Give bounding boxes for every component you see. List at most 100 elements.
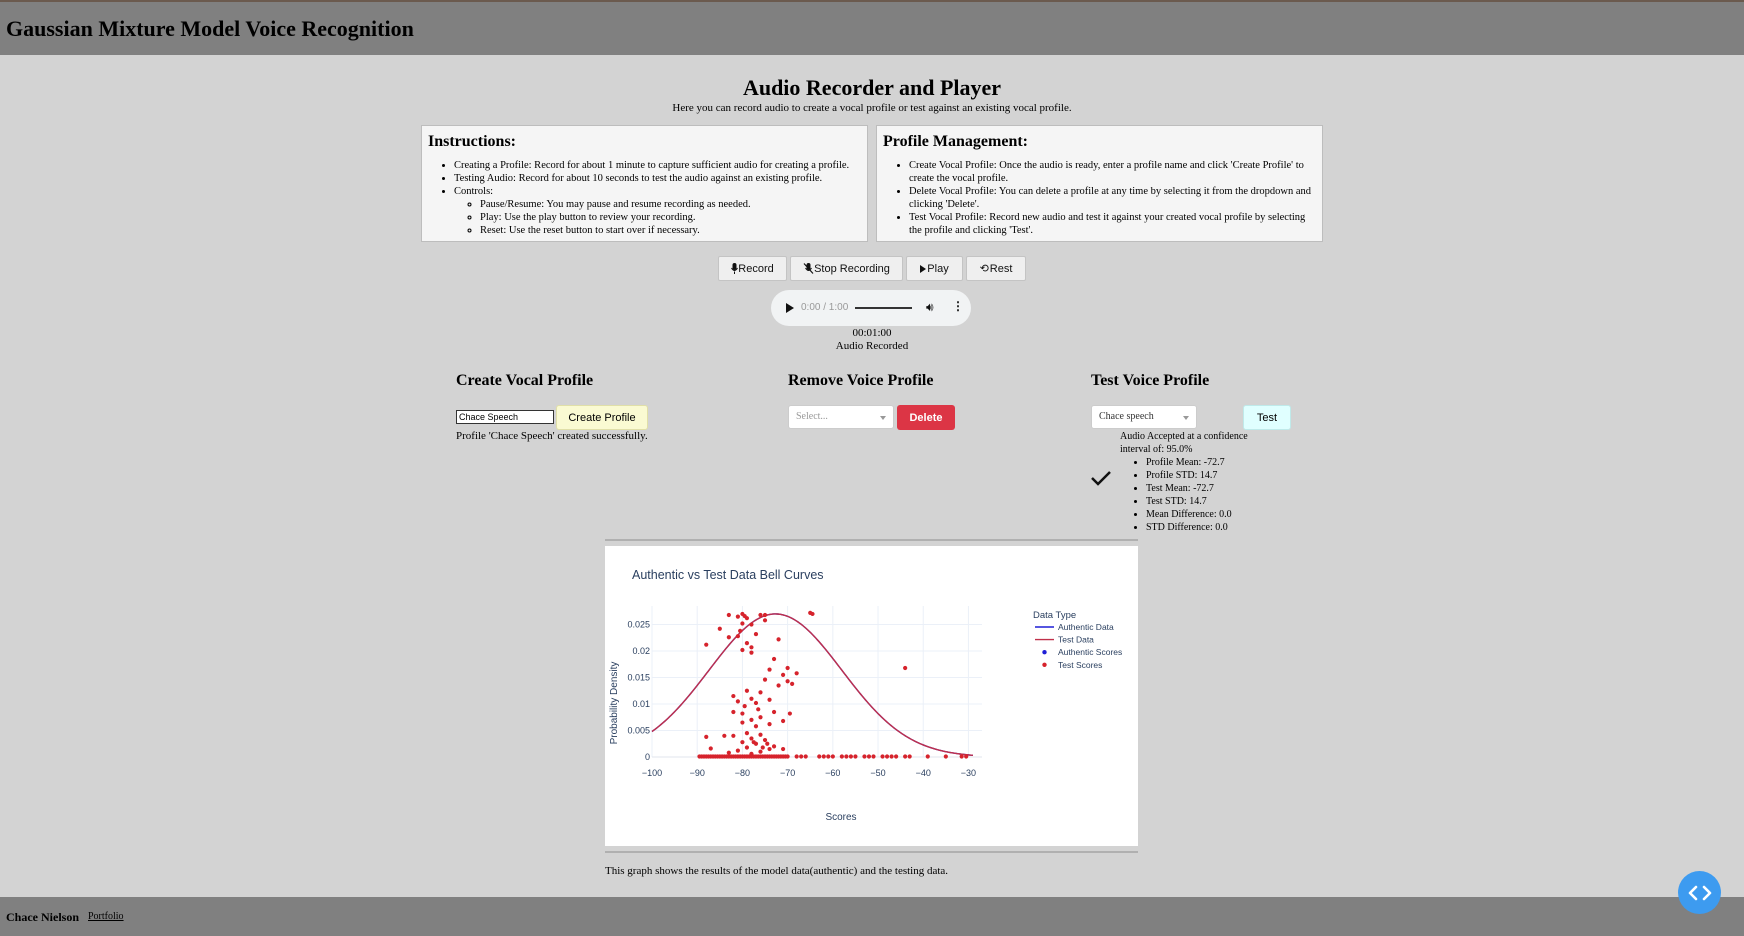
- test-score-point: [758, 715, 763, 720]
- test-score-point: [925, 754, 930, 759]
- controls-sublist: Pause/Resume: You may pause and resume r…: [454, 198, 861, 237]
- record-button[interactable]: Record: [718, 256, 787, 281]
- test-score-point: [785, 665, 790, 671]
- test-score-point: [735, 634, 740, 639]
- test-score-point: [704, 642, 709, 647]
- stop-recording-label: Stop Recording: [814, 262, 890, 275]
- test-score-point: [749, 751, 754, 756]
- test-score-point: [731, 709, 736, 715]
- test-score-point: [740, 720, 745, 725]
- audio-play-icon[interactable]: [786, 303, 794, 313]
- test-score-point: [749, 717, 754, 723]
- test-score-point: [794, 754, 799, 759]
- test-score-point: [767, 697, 772, 702]
- create-profile-title: Create Vocal Profile: [456, 372, 594, 389]
- test-score-point: [826, 754, 831, 759]
- reset-label: Rest: [989, 262, 1013, 275]
- test-profile-select[interactable]: Chace speech: [1091, 405, 1197, 429]
- y-tick-label: 0.02: [632, 646, 650, 656]
- test-score-point: [862, 754, 867, 759]
- y-tick-label: 0: [645, 752, 650, 762]
- test-score-point: [735, 748, 740, 753]
- volume-icon[interactable]: 🔊︎: [926, 300, 934, 314]
- play-button[interactable]: Play: [906, 256, 963, 281]
- profile-management-list: Create Vocal Profile: Once the audio is …: [883, 159, 1316, 237]
- test-score-point: [780, 746, 786, 752]
- list-item: Pause/Resume: You may pause and resume r…: [480, 198, 861, 211]
- test-score-point: [803, 754, 808, 759]
- legend-dot-swatch: [1042, 650, 1047, 655]
- y-tick-label: 0.01: [632, 699, 650, 709]
- x-axis-label: Scores: [825, 812, 856, 823]
- test-score-point: [964, 754, 969, 759]
- app-title: Gaussian Mixture Model Voice Recognition: [6, 16, 414, 41]
- list-item: STD Difference: 0.0: [1146, 521, 1270, 534]
- test-score-point: [726, 635, 731, 640]
- test-score-point: [744, 616, 750, 621]
- test-score-point: [907, 754, 912, 759]
- audio-time: 0:00 / 1:00: [801, 302, 849, 313]
- audio-progress-bar[interactable]: [855, 307, 912, 309]
- remove-profile-select[interactable]: Select...: [788, 405, 894, 429]
- test-score-point: [708, 746, 713, 751]
- create-profile-button[interactable]: Create Profile: [556, 405, 648, 430]
- play-label: Play: [927, 262, 949, 275]
- test-score-point: [704, 734, 709, 739]
- test-score-point: [780, 718, 786, 724]
- test-score-point: [744, 640, 750, 646]
- chart-grid: [651, 606, 982, 758]
- test-score-point: [758, 749, 763, 754]
- page-subtitle: Here you can record audio to create a vo…: [672, 102, 1072, 114]
- remove-select-placeholder: Select...: [796, 411, 828, 422]
- x-tick-label: −90: [690, 768, 705, 778]
- test-score-point: [767, 722, 772, 727]
- test-score-point: [749, 650, 754, 655]
- test-score-point: [830, 754, 835, 759]
- instructions-list: Creating a Profile: Record for about 1 m…: [428, 159, 861, 237]
- recording-status: 00:01:00 Audio Recorded: [0, 327, 1744, 353]
- delete-button[interactable]: Delete: [897, 405, 955, 430]
- test-score-point: [731, 733, 736, 738]
- test-score-point: [844, 754, 849, 759]
- test-score-point: [758, 732, 763, 737]
- graph-caption: This graph shows the results of the mode…: [605, 865, 949, 877]
- test-score-point: [776, 683, 781, 688]
- list-item: Testing Audio: Record for about 10 secon…: [454, 172, 861, 185]
- more-options-icon[interactable]: ⋮: [952, 299, 964, 313]
- reset-button[interactable]: ⟲ Rest: [966, 256, 1026, 281]
- test-score-point: [762, 737, 768, 743]
- test-score-point: [894, 754, 899, 759]
- test-score-point: [762, 677, 768, 682]
- test-score-point: [744, 731, 750, 736]
- y-tick-label: 0.015: [627, 673, 650, 683]
- list-item: Create Vocal Profile: Once the audio is …: [909, 159, 1316, 185]
- y-tick-label: 0.005: [627, 726, 650, 736]
- test-score-point: [787, 711, 792, 716]
- remove-profile-title: Remove Voice Profile: [788, 372, 934, 389]
- graph-divider-bottom: [605, 851, 1138, 853]
- test-select-value: Chace speech: [1099, 411, 1154, 422]
- list-item: Test Mean: -72.7: [1146, 482, 1270, 495]
- create-profile-message: Profile 'Chace Speech' created successfu…: [456, 430, 648, 442]
- stop-recording-button[interactable]: Stop Recording: [790, 256, 903, 281]
- profile-name-input[interactable]: Chace Speech: [456, 410, 554, 424]
- test-score-point: [744, 745, 750, 750]
- test-score-point: [740, 621, 745, 626]
- instructions-title: Instructions:: [428, 133, 517, 150]
- test-score-point: [740, 740, 745, 745]
- top-bar: Gaussian Mixture Model Voice Recognition: [0, 0, 1744, 55]
- test-score-point: [731, 693, 736, 699]
- chart-curves: [651, 613, 974, 756]
- code-toggle-button[interactable]: [1678, 871, 1721, 914]
- test-score-point: [767, 667, 772, 672]
- test-result-message: Audio Accepted at a confidence interval …: [1120, 431, 1248, 455]
- test-button[interactable]: Test: [1243, 405, 1291, 430]
- chart-svg: Authentic vs Test Data Bell Curves −100−…: [609, 568, 1122, 823]
- test-score-point: [735, 699, 740, 704]
- microphone-off-icon: [803, 263, 814, 274]
- test-score-point: [749, 736, 754, 741]
- portfolio-link[interactable]: Portfolio: [88, 911, 124, 922]
- test-score-point: [765, 741, 770, 746]
- list-item: Delete Vocal Profile: You can delete a p…: [909, 185, 1316, 211]
